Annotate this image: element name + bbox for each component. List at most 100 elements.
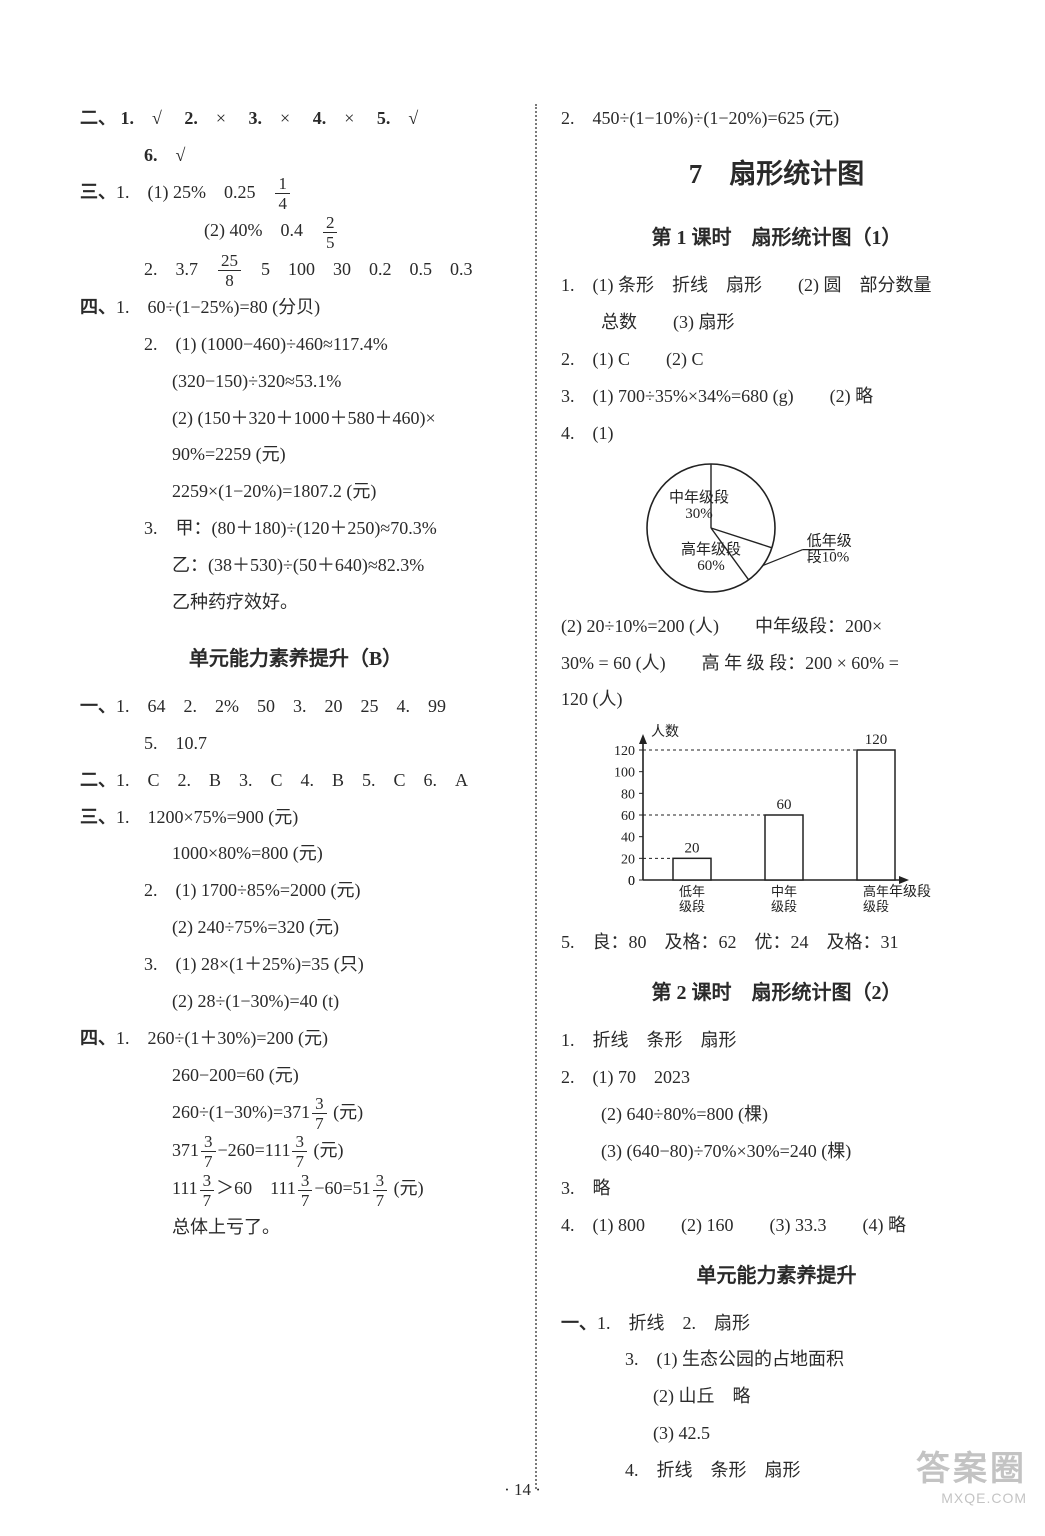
pie-svg: 中年级段30%高年级段60%低年级段10% [591, 456, 911, 606]
lesson2-title: 第 2 课时 扇形统计图（2） [561, 973, 992, 1014]
frac-25-8: 258 [218, 252, 241, 289]
svg-text:年级段: 年级段 [889, 884, 931, 900]
q4: 4. × [313, 108, 355, 128]
s4: 4. (1) 800 (2) 160 (3) 33.3 (4) 略 [561, 1207, 992, 1244]
sec3-r3-pre: 2. 3.7 [144, 259, 216, 279]
svg-text:40: 40 [621, 831, 635, 846]
u1a-text: 1. 折线 2. 扇形 [597, 1313, 750, 1333]
svg-text:30%: 30% [685, 506, 713, 522]
frac-3-7c: 37 [292, 1133, 307, 1170]
q2: 2. × [184, 108, 226, 128]
svg-text:20: 20 [621, 853, 635, 868]
frac-3-7f: 37 [373, 1172, 388, 1209]
bs2-text: 1. C 2. B 3. C 4. B 5. C 6. A [116, 770, 468, 790]
sec4-l6: 2259×(1−20%)=1807.2 (元) [80, 473, 511, 510]
sec4-l7: 3. 甲：(80＋180)÷(120＋250)≈70.3% [80, 510, 511, 547]
bs4-l2: 260−200=60 (元) [80, 1057, 511, 1094]
bs4-l3a: 260÷(1−30%)=371 [172, 1102, 310, 1122]
sec2-label: 二、 [80, 108, 116, 128]
bs4-l4c: (元) [309, 1140, 344, 1160]
svg-text:0: 0 [628, 874, 635, 889]
frac-3-7b: 37 [201, 1133, 216, 1170]
bs4-l4a: 371 [172, 1140, 199, 1160]
svg-text:中年: 中年 [771, 884, 797, 899]
svg-text:120: 120 [614, 744, 635, 759]
sec3-r2-text: (2) 40% 0.4 [204, 220, 321, 240]
sec2-line1: 二、 1. √ 2. × 3. × 4. × 5. √ [80, 100, 511, 137]
q5: 5. √ [377, 108, 418, 128]
r4b: (2) 20÷10%=200 (人) 中年级段：200× [561, 608, 992, 645]
watermark-line2: MXQE.COM [916, 1490, 1027, 1506]
svg-text:80: 80 [621, 788, 635, 803]
bs4-l5d: (元) [389, 1178, 424, 1198]
svg-text:级段: 级段 [679, 899, 705, 914]
svg-text:级段: 级段 [771, 899, 797, 914]
bs4-l5b: ＞60 111 [216, 1178, 296, 1198]
sec4-l1: 四、1. 60÷(1−25%)=80 (分贝) [80, 289, 511, 326]
bs4-l5: 11137＞60 11137−60=5137 (元) [80, 1170, 511, 1208]
bs3-l3: 2. (1) 1700÷85%=2000 (元) [80, 872, 511, 909]
sec4-l9: 乙种药疗效好。 [80, 584, 511, 621]
svg-text:高年: 高年 [863, 884, 889, 899]
u1-label: 一、 [561, 1313, 597, 1333]
bs4-l3: 260÷(1−30%)=37137 (元) [80, 1094, 511, 1132]
sec2-line2: 6. √ [80, 137, 511, 174]
bs3-l1-text: 1. 1200×75%=900 (元) [116, 807, 298, 827]
bs3-label: 三、 [80, 807, 116, 827]
frac-3-7e: 37 [298, 1172, 313, 1209]
q1: 1. √ [121, 108, 162, 128]
bs3-l4: (2) 240÷75%=320 (元) [80, 909, 511, 946]
svg-text:60: 60 [621, 809, 635, 824]
r2: 2. (1) C (2) C [561, 341, 992, 378]
watermark: 答案圈 MXQE.COM [916, 1441, 1027, 1506]
u1b: 3. (1) 生态公园的占地面积 [561, 1341, 992, 1378]
bs4-l1-text: 1. 260÷(1＋30%)=200 (元) [116, 1028, 328, 1048]
frac-2-5: 25 [323, 214, 338, 251]
pie-chart: 中年级段30%高年级段60%低年级段10% [591, 456, 992, 606]
bs1: 一、1. 64 2. 2% 50 3. 20 25 4. 99 [80, 688, 511, 725]
bs4-l4: 37137−260=11137 (元) [80, 1132, 511, 1170]
svg-text:60%: 60% [697, 558, 725, 574]
sec4-label: 四、 [80, 297, 116, 317]
sec4-l8: 乙：(38＋530)÷(50＋640)≈82.3% [80, 547, 511, 584]
bs2-label: 二、 [80, 770, 116, 790]
sec4-l5: 90%=2259 (元) [80, 436, 511, 473]
svg-text:高年级段: 高年级段 [681, 541, 741, 558]
q6: 6. √ [144, 145, 185, 165]
q3: 3. × [249, 108, 291, 128]
bs4-l5c: −60=51 [314, 1178, 370, 1198]
frac-3-7d: 37 [200, 1172, 215, 1209]
sec3-r3-suf: 5 100 30 0.2 0.5 0.3 [243, 259, 473, 279]
r4d: 120 (人) [561, 681, 992, 718]
svg-text:100: 100 [614, 766, 635, 781]
sec3-r2: (2) 40% 0.4 25 [80, 212, 511, 250]
r5: 5. 良：80 及格：62 优：24 及格：31 [561, 924, 992, 961]
sec3-r3: 2. 3.7 258 5 100 30 0.2 0.5 0.3 [80, 251, 511, 289]
bs3-l5: 3. (1) 28×(1＋25%)=35 (只) [80, 946, 511, 983]
bs4-l1: 四、1. 260÷(1＋30%)=200 (元) [80, 1020, 511, 1057]
frac-3-7a: 37 [312, 1095, 327, 1132]
bs4-l3b: (元) [329, 1102, 364, 1122]
bs1-text: 1. 64 2. 2% 50 3. 20 25 4. 99 [116, 696, 446, 716]
r1b: 总数 (3) 扇形 [561, 304, 992, 341]
sec3-r1: 三、1. (1) 25% 0.25 14 [80, 174, 511, 212]
s2c: (3) (640−80)÷70%×30%=240 (棵) [561, 1133, 992, 1170]
unit-title: 单元能力素养提升 [561, 1256, 992, 1297]
page-number: · 14 · [0, 1480, 1045, 1500]
right-column: 2. 450÷(1−10%)÷(1−20%)=625 (元) 7 扇形统计图 第… [537, 100, 992, 1489]
svg-text:级段: 级段 [863, 899, 889, 914]
watermark-line1: 答案圈 [916, 1441, 1027, 1490]
bs3-l2: 1000×80%=800 (元) [80, 835, 511, 872]
sec4-l2: 2. (1) (1000−460)÷460≈117.4% [80, 326, 511, 363]
sec3-r1-text: 1. (1) 25% 0.25 [116, 182, 273, 202]
sec4-l4: (2) (150＋320＋1000＋580＋460)× [80, 400, 511, 437]
svg-text:段10%: 段10% [807, 548, 850, 565]
r1a: 1. (1) 条形 折线 扇形 (2) 圆 部分数量 [561, 267, 992, 304]
r4c: 30% = 60 (人) 高 年 级 段：200 × 60% = [561, 645, 992, 682]
bar-chart: 020406080100120人数年级段020低年级段60中年级段120高年级段 [591, 722, 992, 922]
bs4-l6: 总体上亏了。 [80, 1209, 511, 1246]
r4-label: 4. (1) [561, 415, 992, 452]
bs2: 二、1. C 2. B 3. C 4. B 5. C 6. A [80, 762, 511, 799]
page: 二、 1. √ 2. × 3. × 4. × 5. √ 6. √ 三、1. (1… [0, 0, 1045, 1529]
bar-svg: 020406080100120人数年级段020低年级段60中年级段120高年级段 [591, 722, 951, 922]
